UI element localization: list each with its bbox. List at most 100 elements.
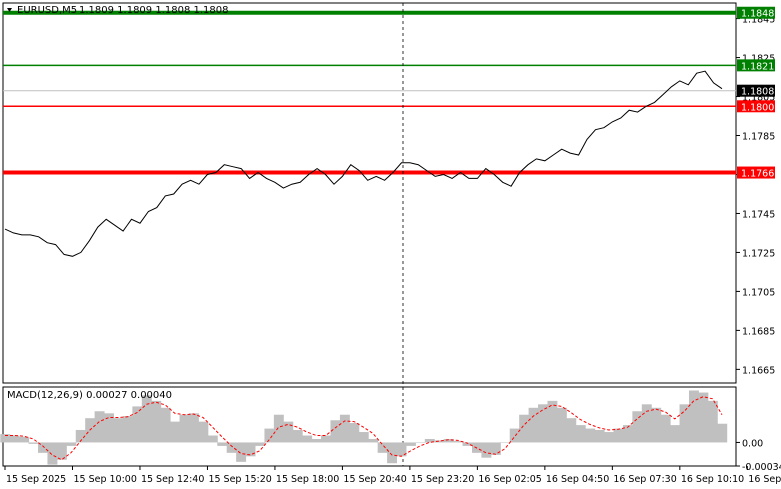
main-chart-frame <box>2 2 737 384</box>
macd-bar <box>443 438 454 443</box>
macd-bar <box>434 440 445 443</box>
macd-bar <box>217 442 228 446</box>
macd-bar <box>424 438 435 443</box>
ohlc-header: 1.1809 1.1809 1.1808 1.1808 <box>79 5 229 16</box>
macd-bar <box>670 425 681 443</box>
macd-bar <box>698 392 709 443</box>
price-tick-label: 1.1745 <box>742 209 775 220</box>
macd-bar <box>651 407 662 443</box>
macd-bar <box>405 442 416 446</box>
macd-bar <box>104 413 114 443</box>
macd-bar <box>358 432 369 443</box>
time-tick-label: 16 Sep 10:10 <box>681 474 744 485</box>
macd-bar <box>132 406 143 443</box>
macd-bar <box>481 442 492 458</box>
macd-bar <box>594 429 605 443</box>
level-label-bg <box>737 100 775 113</box>
macd-bar <box>160 407 171 443</box>
time-tick-label: 15 Sep 18:00 <box>276 474 339 485</box>
price-tick-label: 1.1705 <box>742 287 775 298</box>
price-tick-label: 1.1685 <box>742 326 775 337</box>
macd-bar <box>94 411 105 443</box>
macd-bar <box>519 414 530 443</box>
macd-bar <box>66 442 77 446</box>
macd-bar <box>509 428 520 443</box>
macd-bar <box>9 435 20 443</box>
macd-bar <box>28 442 39 444</box>
macd-bar <box>236 442 247 462</box>
time-axis: 15 Sep 2025 15 Sep 10:00 15 Sep 12:40 15 Se… <box>4 466 781 485</box>
macd-bar <box>604 432 615 443</box>
macd-bar <box>585 428 596 443</box>
time-tick-label: 15 Sep 2025 <box>6 474 66 485</box>
level-lines <box>3 10 736 175</box>
macd-bar <box>56 442 67 460</box>
macd-bar <box>349 423 360 443</box>
macd-bar <box>453 441 464 443</box>
time-tick-label: 16 Sep 02:05 <box>478 474 541 485</box>
time-tick-label: 16 Sep 07:30 <box>613 474 676 485</box>
macd-bar <box>141 395 152 443</box>
level-label-1-1848: 1.1848 <box>741 9 774 20</box>
macd-bar <box>500 442 511 443</box>
macd-bar <box>660 414 671 443</box>
macd-bar <box>566 418 577 443</box>
macd-bar <box>179 414 190 443</box>
macd-bar <box>368 438 379 443</box>
price-tick-label: 1.1725 <box>742 248 775 259</box>
macd-bar <box>198 421 209 443</box>
time-tick-label: 15 Sep 15:20 <box>208 474 271 485</box>
macd-label: MACD(12,26,9) 0.00027 0.00040 <box>7 390 172 401</box>
current-price-bg <box>737 84 775 97</box>
macd-bar <box>38 442 48 453</box>
macd-bar <box>688 390 699 443</box>
macd-bar <box>151 400 162 443</box>
macd-bar <box>415 442 426 443</box>
time-tick-label: 15 Sep 12:40 <box>141 474 204 485</box>
macd-bar <box>330 420 341 443</box>
macd-bar <box>641 404 652 443</box>
macd-bar <box>273 414 284 443</box>
macd-bar <box>264 428 275 443</box>
current-price-label: 1.1808 <box>741 87 774 98</box>
macd-bar <box>679 404 690 443</box>
level-label-1-1821: 1.1821 <box>741 61 774 72</box>
macd-tick-label: -0.00034 <box>742 462 781 473</box>
time-tick-label: 16 Sep 04:50 <box>546 474 609 485</box>
macd-bar <box>490 442 501 455</box>
symbol-header: EURUSD,M5 <box>17 5 77 16</box>
level-label-bg <box>737 166 775 179</box>
macd-bar <box>245 442 256 457</box>
dropdown-triangle-icon[interactable] <box>7 8 12 12</box>
macd-bar <box>707 400 718 443</box>
price-tick-label: 1.1665 <box>742 365 775 376</box>
macd-bar <box>311 438 322 443</box>
eurusd-price-path <box>4 70 723 257</box>
price-line <box>4 70 723 257</box>
macd-bar <box>292 429 303 443</box>
price-tick-label: 1.1805 <box>742 93 775 104</box>
time-tick-label: 15 Sep 10:00 <box>73 474 136 485</box>
macd-axis: 0.00 -0.00034 <box>736 438 781 473</box>
macd-bar <box>339 414 350 443</box>
time-tick-label: 15 Sep 23:20 <box>411 474 474 485</box>
macd-bar <box>622 425 633 443</box>
macd-bar <box>717 423 728 443</box>
macd-tick-label: 0.00 <box>742 438 763 449</box>
macd-bar <box>0 434 11 443</box>
macd-bar <box>377 442 388 453</box>
macd-bar <box>632 411 643 443</box>
macd-bar <box>170 421 181 443</box>
macd-bar <box>302 435 313 443</box>
macd-bar <box>75 429 86 443</box>
macd-bar <box>538 404 548 443</box>
time-tick-label: 15 Sep 20:40 <box>343 474 406 485</box>
macd-bar <box>528 407 539 443</box>
macd-bar <box>47 442 58 465</box>
level-label-1-1800: 1.1800 <box>741 102 774 113</box>
macd-bar <box>321 435 331 443</box>
time-tick-label: 16 Sep 12:50 <box>748 474 781 485</box>
macd-bar <box>575 425 586 443</box>
macd-bar <box>613 428 624 443</box>
